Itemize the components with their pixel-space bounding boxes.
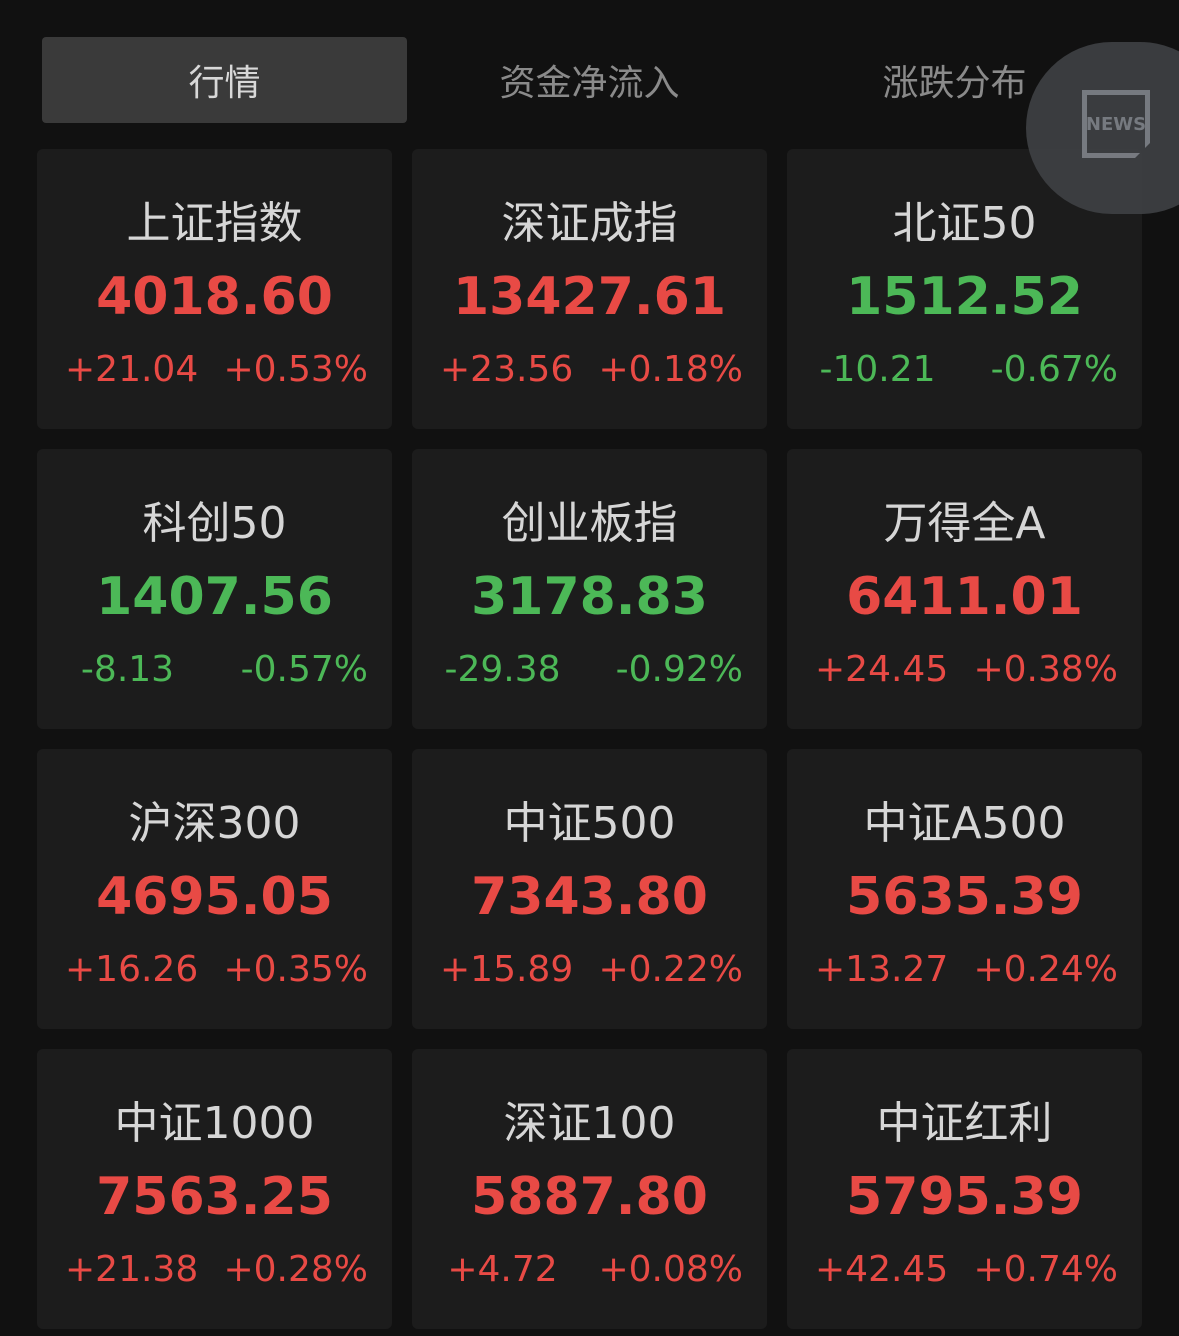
index-price: 1407.56	[96, 567, 333, 627]
index-percent: +0.35%	[223, 949, 368, 990]
index-percent: +0.38%	[973, 649, 1118, 690]
index-name: 深证成指	[501, 198, 678, 249]
index-percent: +0.53%	[223, 349, 368, 390]
index-change: +13.27	[815, 949, 949, 990]
index-percent: -0.67%	[990, 349, 1118, 390]
index-card[interactable]: 沪深300 4695.05 +16.26 +0.35%	[37, 749, 392, 1029]
index-change: +4.72	[447, 1249, 558, 1290]
index-percent: +0.18%	[598, 349, 743, 390]
index-percent: +0.28%	[223, 1249, 368, 1290]
index-name: 北证50	[892, 198, 1037, 249]
index-name: 万得全A	[883, 498, 1046, 549]
index-change: +24.45	[815, 649, 949, 690]
index-change: +23.56	[440, 349, 574, 390]
tab-net-inflow[interactable]: 资金净流入	[499, 63, 680, 104]
index-card[interactable]: 创业板指 3178.83 -29.38 -0.92%	[412, 449, 767, 729]
index-change: +16.26	[65, 949, 199, 990]
index-grid: 上证指数 4018.60 +21.04 +0.53% 深证成指 13427.61 …	[37, 149, 1142, 1329]
index-change: +15.89	[440, 949, 574, 990]
index-change: -8.13	[80, 649, 175, 690]
index-percent: -0.92%	[615, 649, 743, 690]
index-name: 中证1000	[114, 1098, 315, 1149]
index-price: 5795.39	[846, 1167, 1083, 1227]
index-price: 13427.61	[452, 267, 727, 327]
index-price: 4695.05	[96, 867, 333, 927]
index-percent: +0.08%	[598, 1249, 743, 1290]
index-card[interactable]: 深证成指 13427.61 +23.56 +0.18%	[412, 149, 767, 429]
index-card[interactable]: 万得全A 6411.01 +24.45 +0.38%	[787, 449, 1142, 729]
news-button[interactable]: NEWS	[1026, 42, 1179, 214]
index-change: -10.21	[819, 349, 936, 390]
index-name: 创业板指	[501, 498, 678, 549]
index-percent: +0.24%	[973, 949, 1118, 990]
index-change: +42.45	[815, 1249, 949, 1290]
index-change: +21.04	[65, 349, 199, 390]
tab-distribution[interactable]: 涨跌分布	[882, 63, 1027, 104]
index-card[interactable]: 中证A500 5635.39 +13.27 +0.24%	[787, 749, 1142, 1029]
index-change: +21.38	[65, 1249, 199, 1290]
index-card[interactable]: 科创50 1407.56 -8.13 -0.57%	[37, 449, 392, 729]
index-price: 4018.60	[96, 267, 333, 327]
index-price: 7563.25	[96, 1167, 333, 1227]
index-name: 中证红利	[876, 1098, 1053, 1149]
index-name: 深证100	[503, 1098, 676, 1149]
index-card[interactable]: 中证500 7343.80 +15.89 +0.22%	[412, 749, 767, 1029]
index-name: 中证A500	[863, 798, 1066, 849]
index-price: 6411.01	[846, 567, 1083, 627]
index-name: 科创50	[142, 498, 287, 549]
tab-market[interactable]: 行情	[42, 37, 407, 123]
index-price: 7343.80	[471, 867, 708, 927]
index-name: 沪深300	[128, 798, 301, 849]
index-change: -29.38	[444, 649, 561, 690]
index-card[interactable]: 深证100 5887.80 +4.72 +0.08%	[412, 1049, 767, 1329]
news-icon: NEWS	[1082, 90, 1150, 158]
index-name: 上证指数	[126, 198, 303, 249]
index-card[interactable]: 上证指数 4018.60 +21.04 +0.53%	[37, 149, 392, 429]
index-card[interactable]: 中证红利 5795.39 +42.45 +0.74%	[787, 1049, 1142, 1329]
index-price: 5635.39	[846, 867, 1083, 927]
tab-bar: 行情 资金净流入 涨跌分布	[42, 37, 1137, 123]
index-card[interactable]: 中证1000 7563.25 +21.38 +0.28%	[37, 1049, 392, 1329]
index-name: 中证500	[503, 798, 676, 849]
index-price: 3178.83	[471, 567, 708, 627]
index-percent: +0.22%	[598, 949, 743, 990]
index-percent: +0.74%	[973, 1249, 1118, 1290]
index-price: 1512.52	[846, 267, 1083, 327]
index-percent: -0.57%	[240, 649, 368, 690]
index-price: 5887.80	[471, 1167, 708, 1227]
